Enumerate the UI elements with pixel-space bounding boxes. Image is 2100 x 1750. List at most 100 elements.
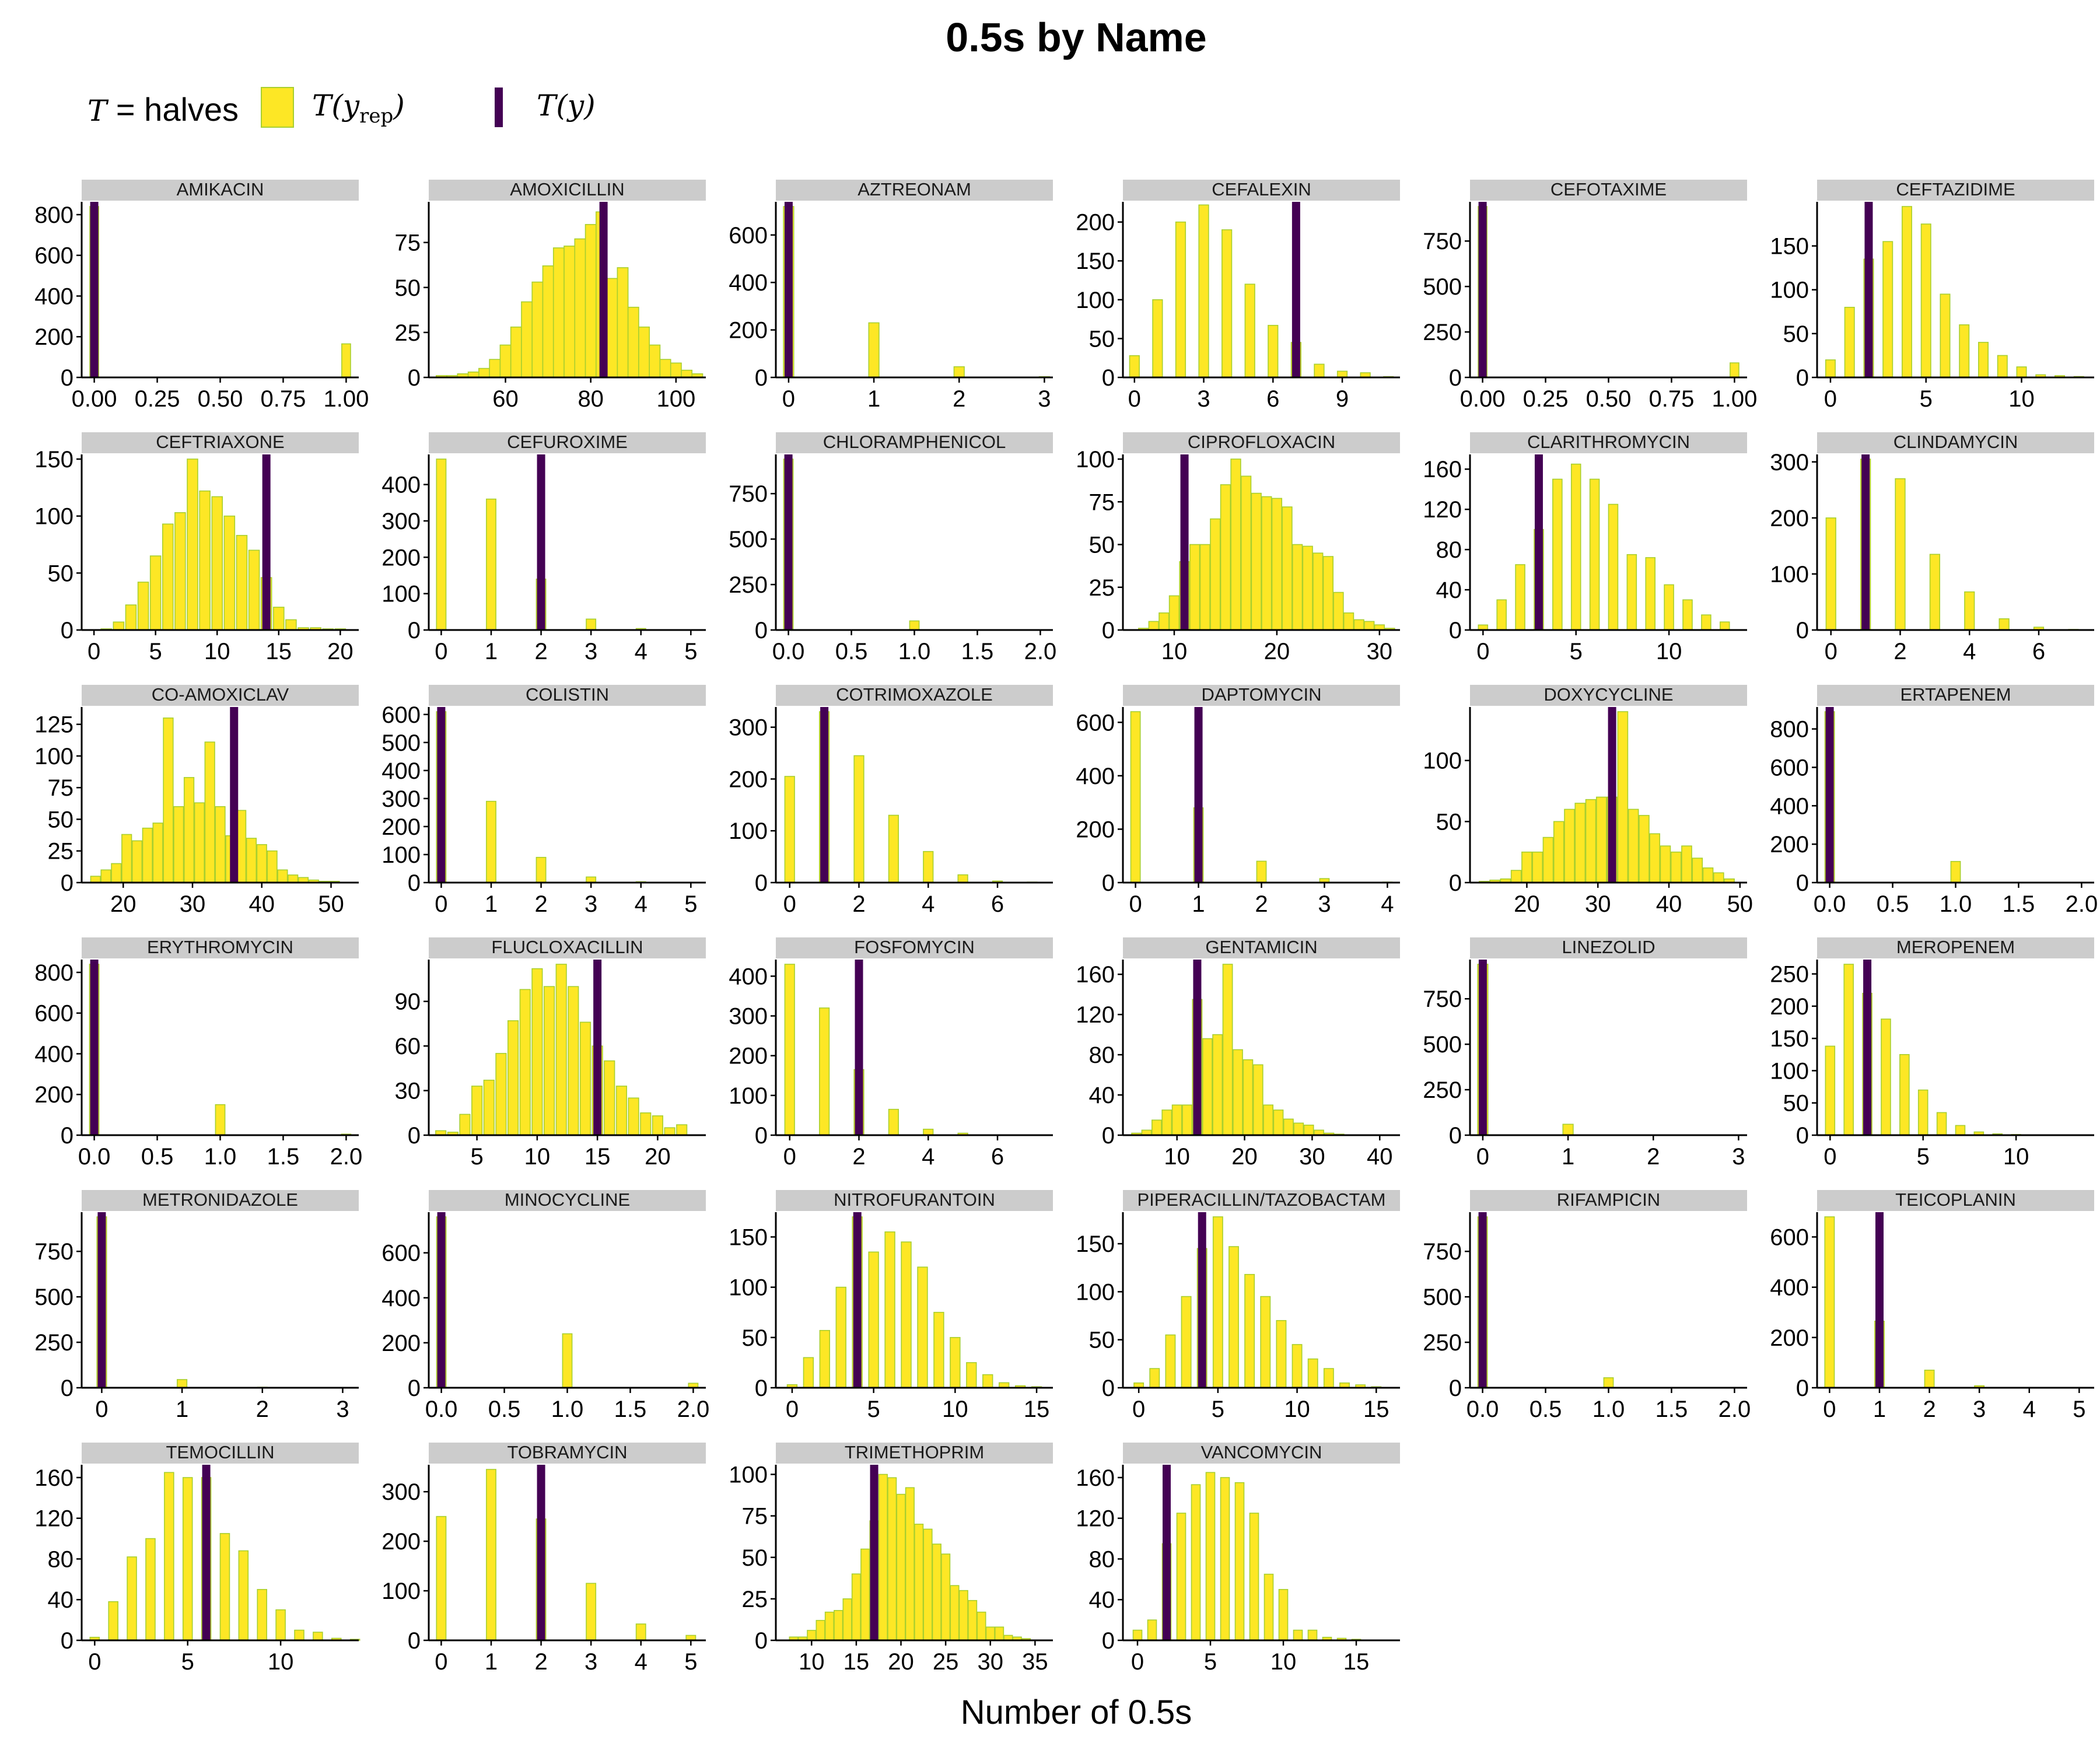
y-tick-label: 750	[729, 481, 768, 507]
y-tick-label: 500	[1423, 1032, 1462, 1058]
y-tick-label: 200	[382, 1529, 421, 1555]
legend-rep-swatch	[261, 87, 294, 128]
panel-daptomycin: DAPTOMYCIN 0 1 2 3 4 0 200 400 600	[1076, 684, 1400, 917]
y-tick-label: 0	[1102, 1123, 1115, 1149]
y-tick-label: 0	[408, 870, 421, 896]
x-tick-label: 1.5	[614, 1396, 647, 1422]
rep-bar	[1899, 1054, 1910, 1136]
rep-bar	[1244, 284, 1255, 378]
x-tick-label: 40	[1367, 1144, 1393, 1170]
rep-bar	[521, 301, 533, 378]
panel-strip	[1817, 180, 2094, 201]
rep-bar	[1212, 1216, 1223, 1388]
rep-bar	[932, 1544, 942, 1641]
rep-bar	[1997, 355, 2008, 378]
x-tick-label: 20	[1264, 639, 1290, 664]
x-tick-label: 0	[88, 1649, 101, 1675]
panel-strip-label: CHLORAMPHENICOL	[823, 432, 1006, 452]
x-tick-label: 5	[470, 1144, 483, 1170]
observed-line	[1193, 960, 1202, 1135]
rep-bar	[1268, 324, 1279, 378]
x-tick-label: 15	[584, 1144, 611, 1170]
rep-bar	[1343, 612, 1354, 631]
y-tick-label: 0	[1449, 870, 1462, 896]
rep-bar	[958, 1590, 968, 1641]
rep-bar	[1293, 1122, 1304, 1136]
rep-bar	[552, 247, 565, 378]
rep-bar	[1510, 870, 1522, 883]
x-tick-label: 25	[933, 1649, 959, 1675]
rep-bar	[1608, 503, 1619, 631]
rep-bar	[842, 1598, 852, 1641]
rep-bar	[1233, 1049, 1243, 1136]
rep-bar	[1240, 475, 1252, 631]
observed-line	[1825, 707, 1834, 883]
rep-bar	[1649, 833, 1660, 883]
rep-bar	[1713, 872, 1724, 883]
x-tick-label: 10	[1164, 1144, 1190, 1170]
rep-bar	[125, 604, 137, 631]
rep-bar	[851, 1573, 861, 1641]
rep-bar	[1532, 851, 1544, 883]
legend-rep-label: T(yrep)	[312, 89, 405, 128]
y-tick-label: 25	[742, 1587, 768, 1612]
y-tick-label: 300	[729, 715, 768, 741]
y-tick-label: 120	[1076, 1002, 1115, 1028]
x-tick-label: 1.5	[961, 639, 994, 664]
x-tick-label: 20	[645, 1144, 671, 1170]
x-tick-label: 2	[256, 1396, 269, 1422]
y-tick-label: 75	[395, 230, 421, 256]
panel-cotrimoxazole: COTRIMOXAZOLE 0 2 4 6 0 100 200 300	[729, 684, 1053, 917]
x-tick-label: 1.5	[267, 1144, 300, 1170]
rep-bar	[486, 1469, 496, 1641]
x-tick-label: 0	[95, 1396, 108, 1422]
panel-strip-label: COTRIMOXAZOLE	[836, 684, 993, 705]
panel-strip-label: DOXYCYCLINE	[1544, 684, 1673, 705]
rep-bar	[824, 1611, 835, 1641]
rep-bar	[604, 1060, 615, 1136]
rep-bar	[495, 1053, 507, 1136]
x-tick-label: 4	[1381, 891, 1394, 917]
rep-bar	[1220, 1477, 1230, 1641]
panel-linezolid: LINEZOLID 0 1 2 3 0 250 500 750	[1423, 937, 1747, 1170]
y-tick-label: 50	[1783, 1091, 1810, 1116]
y-tick-label: 600	[1076, 710, 1115, 736]
rep-bar	[1617, 711, 1629, 883]
rep-bar	[211, 496, 223, 631]
y-tick-label: 0	[61, 1628, 74, 1654]
x-tick-label: 3	[584, 891, 597, 917]
y-tick-label: 250	[1423, 1330, 1462, 1356]
rep-bar	[1158, 612, 1170, 631]
rep-bar	[635, 1623, 646, 1641]
observed-line	[1194, 707, 1203, 883]
rep-bar	[127, 1556, 137, 1641]
panel-strip	[1123, 432, 1400, 453]
rep-bar	[183, 777, 195, 883]
y-tick-label: 50	[1783, 321, 1810, 347]
rep-bar	[923, 850, 934, 883]
x-tick-label: 5	[684, 639, 697, 664]
panel-strip	[82, 1190, 359, 1211]
y-tick-label: 50	[48, 807, 74, 832]
rep-bar	[273, 607, 285, 631]
rep-bar	[1515, 564, 1525, 631]
panel-strip-label: CO-AMOXICLAV	[152, 684, 289, 705]
x-tick-label: 30	[1585, 891, 1611, 917]
rep-bar	[868, 1251, 879, 1388]
rep-bar	[957, 874, 968, 883]
observed-line	[537, 454, 545, 630]
y-tick-label: 0	[755, 870, 768, 896]
x-tick-label: 1.00	[323, 386, 369, 412]
y-tick-label: 200	[34, 324, 74, 350]
rep-bar	[1589, 478, 1600, 631]
x-tick-label: 0	[1476, 639, 1489, 664]
x-tick-label: 0.00	[72, 386, 117, 412]
rep-bar	[137, 582, 149, 631]
y-tick-label: 200	[1770, 1325, 1809, 1351]
rep-bar	[2016, 366, 2027, 378]
panel-strip-label: CLINDAMYCIN	[1894, 432, 2018, 452]
panel-minocycline: MINOCYCLINE 0.0 0.5 1.0 1.5 2.0 0 200 400 600	[382, 1189, 709, 1422]
